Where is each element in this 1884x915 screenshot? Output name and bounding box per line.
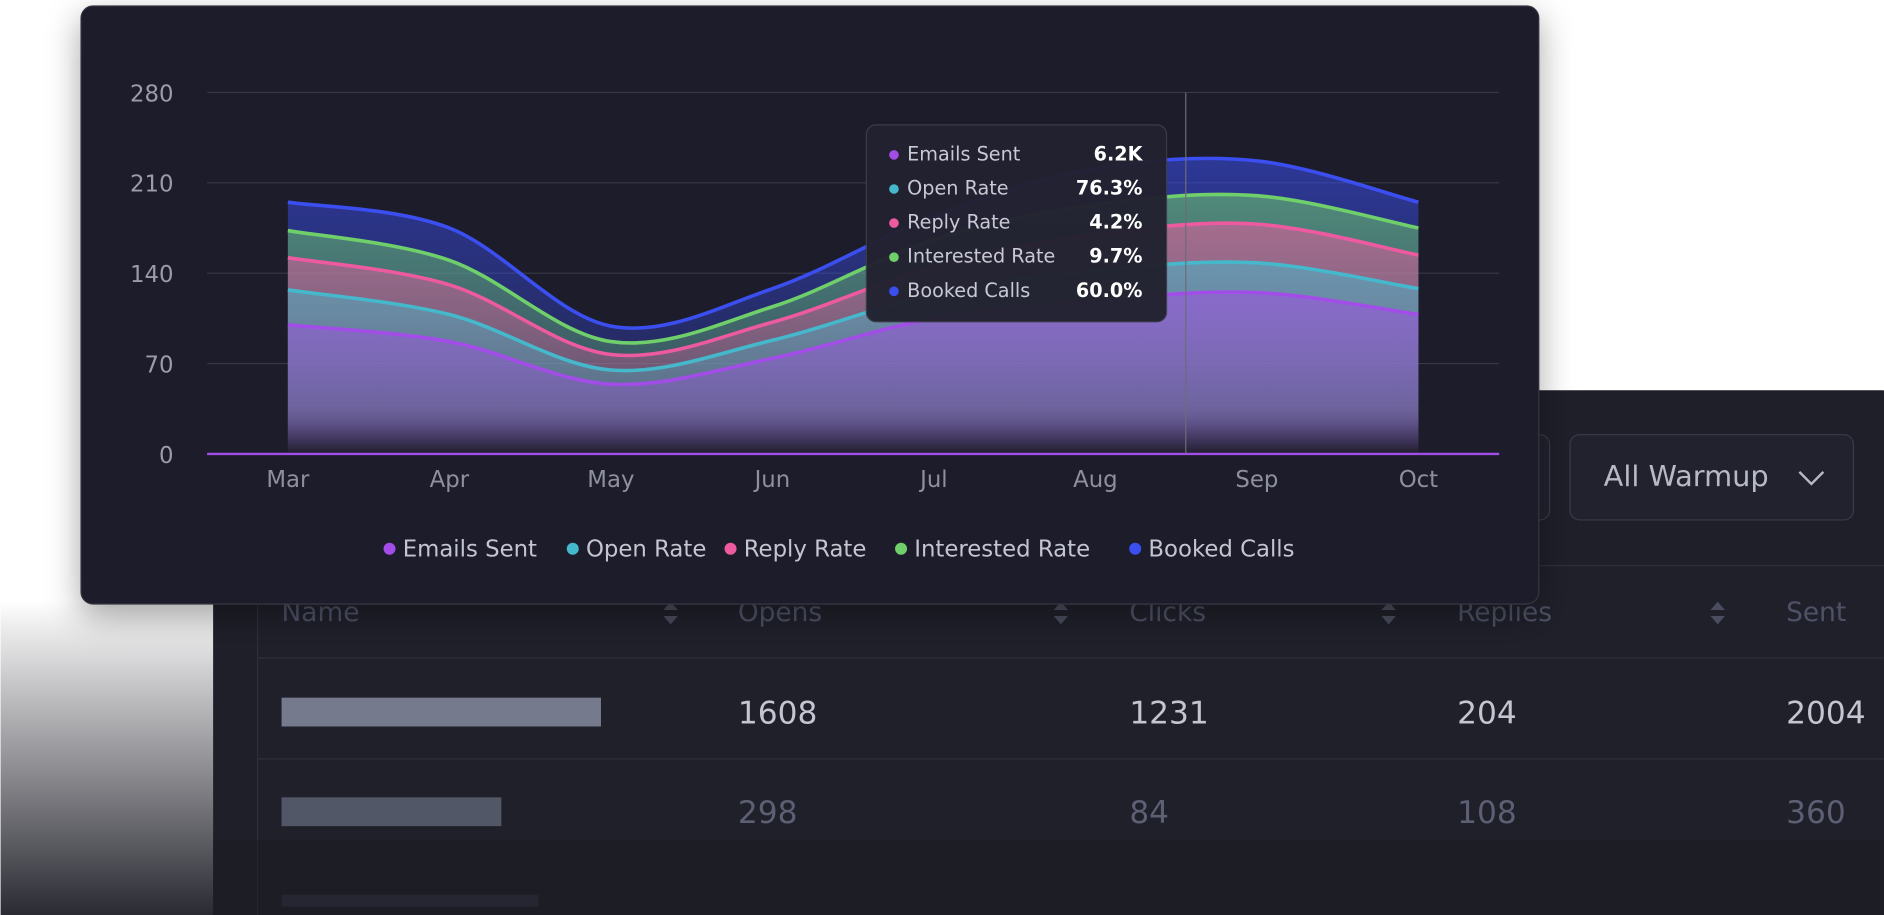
tooltip-dot [889,286,899,297]
tooltip-box [865,124,1168,323]
tooltip-value: 4.2% [1089,211,1142,234]
tooltip-dot [889,184,899,194]
tooltip-value: 76.3% [1076,177,1143,200]
series-line [287,290,1419,387]
sort-icon [663,601,678,625]
cell: 108 [1457,795,1517,831]
legend-dot [1129,542,1142,555]
legend-label: Interested Rate [914,536,1090,562]
y-tick-label: 280 [130,81,174,107]
legend-label: Emails Sent [403,536,537,562]
sort-icon [1381,601,1396,625]
tooltip: Emails Sent 6.2K Open Rate 76.3% Reply Rate 4… [865,124,1168,323]
x-tick-label: May [587,467,634,493]
series-line [287,221,1419,358]
x-tick-label: Jun [753,467,791,493]
legend-dot [895,542,908,555]
tooltip-name: Open Rate [907,177,1008,200]
y-tick-label: 210 [130,172,174,198]
y-tick-label: 140 [130,262,174,288]
legend-label: Reply Rate [744,536,867,562]
tooltip-name: Reply Rate [907,211,1010,234]
sort-icon [1710,601,1725,625]
cell: 1231 [1129,695,1208,731]
chart: 0 70 140 210 280 Mar Apr May Jun Jul Aug Sep Oct Emai… [130,81,1500,562]
y-tick-label: 70 [144,352,173,378]
name-placeholder [281,894,539,907]
x-tick-label: Jul [918,467,948,493]
legend-label: Open Rate [586,536,706,562]
column-header: Sent [1786,597,1846,628]
legend: Emails Sent Open Rate Reply Rate Interested… [383,536,1295,562]
tooltip-value: 60.0% [1076,279,1143,302]
tooltip-value: 9.7% [1089,245,1142,268]
tooltip-value: 6.2K [1094,142,1144,165]
x-tick-label: Sep [1235,467,1278,493]
table [256,564,1884,915]
name-placeholder [281,797,502,827]
x-tick-label: Aug [1073,467,1118,493]
legend-dot [724,542,737,555]
legend-dot [566,542,579,555]
tooltip-dot [889,252,899,263]
x-tick-label: Mar [266,467,310,493]
backdrop-fade [0,600,217,915]
filter-label: All Warmup [1604,459,1769,493]
cell: 2004 [1786,695,1865,731]
tooltip-name: Interested Rate [907,245,1055,268]
tooltip-name: Emails Sent [907,142,1021,165]
series-line [287,192,1419,345]
cell: 298 [738,795,798,831]
bottom-fade [213,840,1884,915]
cell: 204 [1457,695,1517,731]
x-tick-label: Oct [1399,467,1438,493]
series-line [287,260,1419,373]
legend-dot [383,542,396,555]
cell: 360 [1786,795,1846,831]
filter-dropdown[interactable] [1569,434,1854,521]
series-area [287,291,1419,454]
y-tick-label: 0 [159,443,174,469]
legend-label: Booked Calls [1148,536,1294,562]
series-line [287,156,1419,330]
tooltip-name: Booked Calls [907,279,1030,302]
cell: 1608 [738,695,817,731]
cell: 84 [1129,795,1169,831]
tooltip-dot [889,218,899,228]
tooltip-dot [889,150,899,160]
sort-icon [1053,601,1069,625]
chevron [1798,471,1825,486]
x-tick-label: Apr [430,467,470,493]
name-placeholder [281,697,601,727]
